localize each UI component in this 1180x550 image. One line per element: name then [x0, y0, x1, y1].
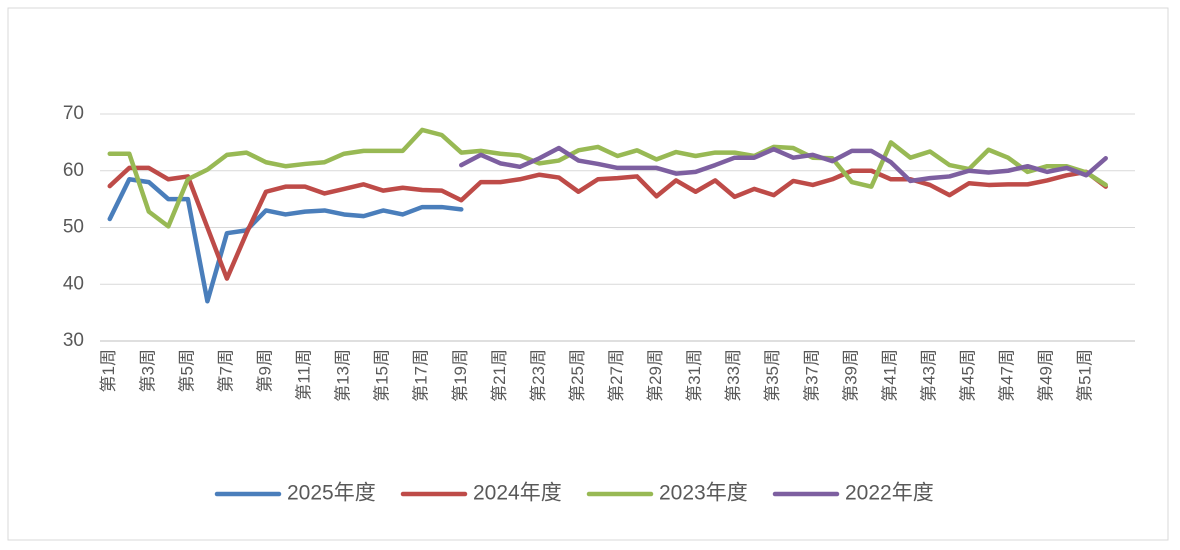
x-tick-label: 第1周: [99, 349, 118, 392]
legend-label: 2023年度: [659, 482, 748, 505]
x-tick-label: 第51周: [1076, 349, 1095, 402]
x-tick-label: 第33周: [724, 349, 743, 402]
legend-label: 2024年度: [473, 482, 562, 505]
legend-label: 2025年度: [287, 482, 376, 505]
x-tick-label: 第25周: [568, 349, 587, 402]
x-tick-label: 第21周: [490, 349, 509, 402]
x-tick-label: 第35周: [763, 349, 782, 402]
x-tick-label: 第13周: [334, 349, 353, 402]
x-tick-label: 第11周: [295, 349, 314, 401]
x-tick-label: 第31周: [685, 349, 704, 402]
x-tick-label: 第45周: [958, 349, 977, 402]
x-tick-label: 第47周: [998, 349, 1017, 402]
x-tick-label: 第29周: [646, 349, 665, 402]
x-tick-label: 第23周: [529, 349, 548, 402]
x-tick-label: 第3周: [138, 349, 157, 392]
series-line: [107, 127, 1108, 229]
x-tick-label: 第37周: [802, 349, 821, 402]
y-tick-label: 50: [63, 217, 84, 238]
x-tick-label: 第7周: [216, 349, 235, 392]
x-tick-label: 第41周: [880, 349, 899, 402]
x-tick-label: 第43周: [919, 349, 938, 402]
x-tick-label: 第49周: [1037, 349, 1056, 402]
x-tick-label: 第19周: [451, 349, 470, 402]
y-tick-label: 40: [63, 273, 84, 294]
legend-label: 2022年度: [845, 482, 934, 505]
x-tick-label: 第27周: [607, 349, 626, 402]
series-line: [107, 165, 1108, 281]
y-tick-label: 30: [63, 330, 84, 351]
y-tick-label: 60: [63, 160, 84, 181]
y-tick-label: 70: [63, 103, 84, 124]
chart-border: [7, 7, 1169, 541]
x-tick-label: 第5周: [177, 349, 196, 392]
x-tick-label: 第9周: [255, 349, 274, 392]
x-tick-label: 第15周: [373, 349, 392, 402]
x-tick-label: 第17周: [412, 349, 431, 402]
series-line: [459, 145, 1108, 184]
x-tick-label: 第39周: [841, 349, 860, 402]
series-line: [107, 177, 464, 304]
